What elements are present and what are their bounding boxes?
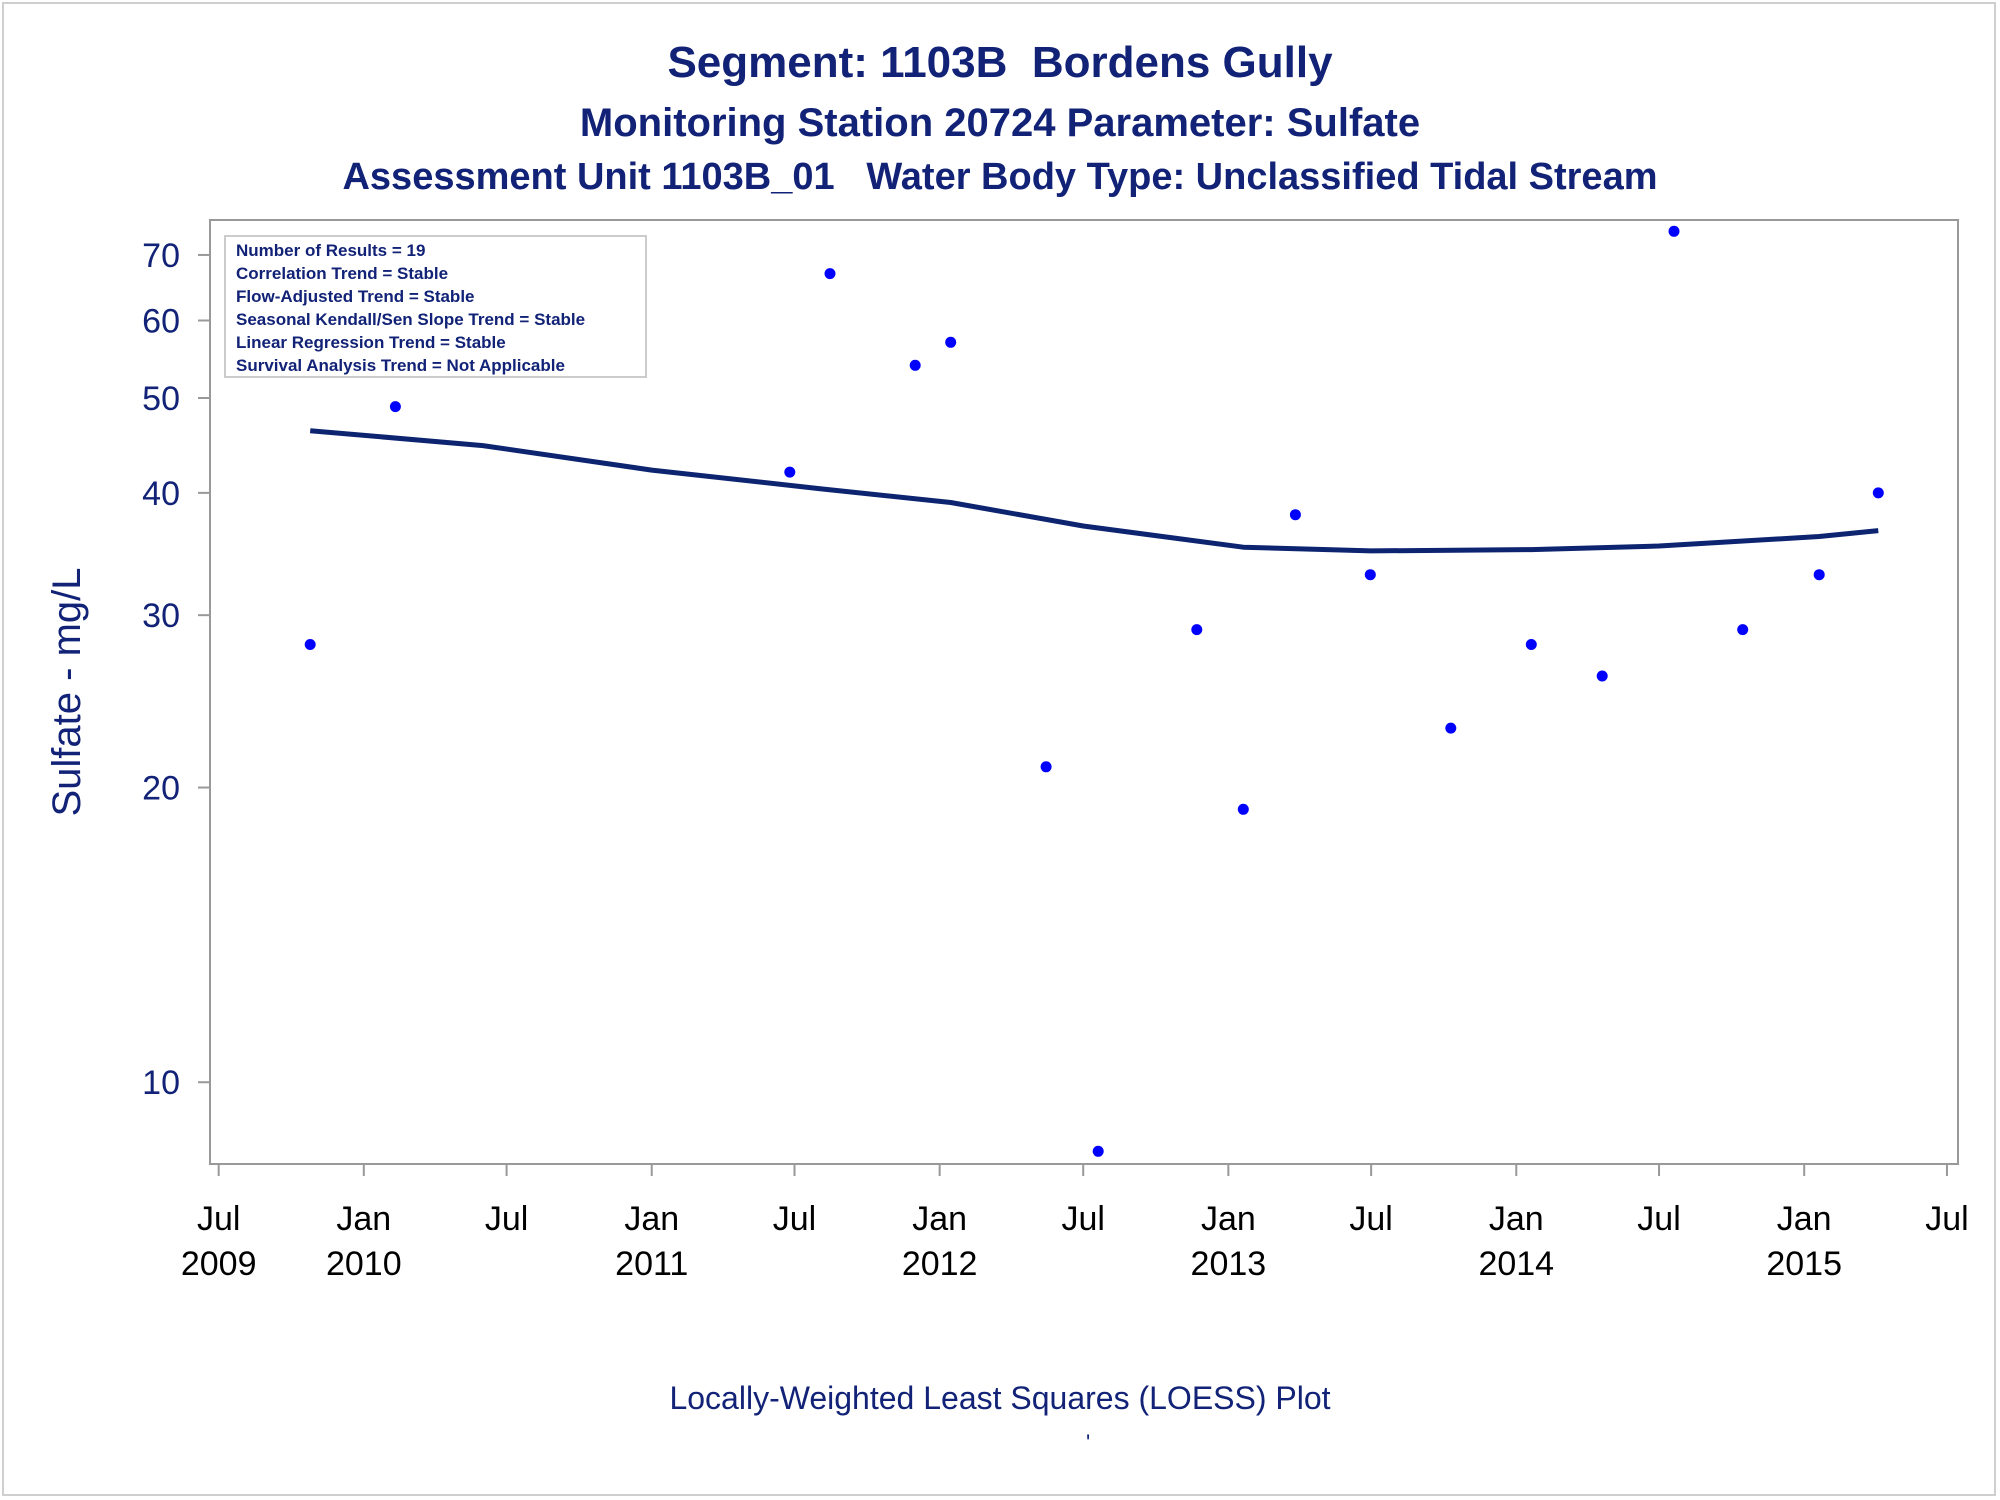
legend-line-linear-regression: Linear Regression Trend = Stable [236, 333, 506, 352]
y-tick-label-10: 10 [142, 1064, 180, 1102]
data-point-12 [1364, 569, 1376, 581]
y-tick-label-20: 20 [142, 770, 180, 808]
loess-curve [309, 428, 1879, 554]
x-tick-label-5: Jan [912, 1200, 967, 1238]
legend-box: Number of Results = 19 Correlation Trend… [224, 235, 647, 378]
data-point-10 [1237, 803, 1249, 815]
x-tick-label-3: Jan [624, 1200, 679, 1238]
data-point-11 [1289, 509, 1301, 521]
x-tick-year-1: 2010 [326, 1245, 402, 1283]
legend-line-correlation: Correlation Trend = Stable [236, 264, 448, 283]
data-points [304, 225, 1884, 1157]
legend-line-results: Number of Results = 19 [236, 241, 425, 260]
data-point-4 [824, 268, 836, 280]
data-point-13 [1445, 722, 1457, 734]
legend-line-survival-analysis: Survival Analysis Trend = Not Applicable [236, 356, 565, 375]
data-point-5 [909, 359, 921, 371]
x-tick-label-0: Jul [197, 1200, 240, 1238]
data-point-8 [1092, 1145, 1104, 1157]
x-tick-year-3: 2011 [615, 1245, 688, 1283]
chart-title: Segment: 1103B Bordens Gully [667, 38, 1333, 87]
data-point-9 [1191, 624, 1203, 636]
data-point-3 [784, 466, 796, 478]
x-tick-label-12: Jul [1925, 1200, 1968, 1238]
x-tick-year-11: 2015 [1766, 1245, 1842, 1283]
footnote-mark: ' [1086, 1430, 1091, 1455]
data-point-19 [1872, 487, 1884, 499]
data-point-6 [945, 336, 957, 348]
y-tick-label-40: 40 [142, 475, 180, 513]
y-axis-label: Sulfate - mg/L [45, 567, 89, 816]
data-point-15 [1596, 670, 1608, 682]
x-tick-year-9: 2014 [1478, 1245, 1554, 1283]
x-tick-label-7: Jan [1201, 1200, 1256, 1238]
legend-line-seasonal-kendall: Seasonal Kendall/Sen Slope Trend = Stabl… [236, 310, 585, 329]
y-tick-label-30: 30 [142, 597, 180, 635]
data-point-7 [1040, 761, 1052, 773]
data-point-14 [1525, 639, 1537, 650]
data-point-18 [1813, 569, 1825, 581]
chart-subtitle-assessment: Assessment Unit 1103B_01 Water Body Type… [342, 156, 1658, 198]
y-tick-label-50: 50 [142, 380, 180, 418]
chart-subtitle-station: Monitoring Station 20724 Parameter: Sulf… [579, 101, 1421, 145]
x-tick-label-1: Jan [336, 1200, 391, 1238]
y-tick-label-70: 70 [142, 237, 180, 275]
data-point-2 [389, 401, 401, 413]
data-point-17 [1737, 624, 1749, 636]
x-tick-label-2: Jul [485, 1200, 528, 1238]
data-point-16 [1668, 225, 1680, 237]
x-tick-year-0: 2009 [181, 1245, 257, 1283]
x-tick-year-7: 2013 [1191, 1245, 1267, 1283]
y-tick-label-60: 60 [142, 302, 180, 340]
x-tick-label-11: Jan [1777, 1200, 1832, 1238]
x-tick-label-6: Jul [1061, 1200, 1104, 1238]
x-tick-label-8: Jul [1349, 1200, 1392, 1238]
x-tick-year-5: 2012 [902, 1245, 978, 1283]
x-tick-label-10: Jul [1637, 1200, 1680, 1238]
x-axis: Jul 2009 Jan 2010 Jul Jan 2011 Jul Jan 2012 Jul Jan… [181, 1164, 1969, 1283]
y-axis: 10 20 30 40 50 60 70 [142, 237, 210, 1102]
footnote: Locally-Weighted Least Squares (LOESS) P… [669, 1380, 1331, 1416]
legend-box-frame [224, 235, 647, 378]
legend-line-flow-adjusted: Flow-Adjusted Trend = Stable [236, 287, 475, 306]
x-tick-label-9: Jan [1489, 1200, 1544, 1238]
x-tick-label-4: Jul [773, 1200, 816, 1238]
data-point-1 [304, 639, 316, 650]
